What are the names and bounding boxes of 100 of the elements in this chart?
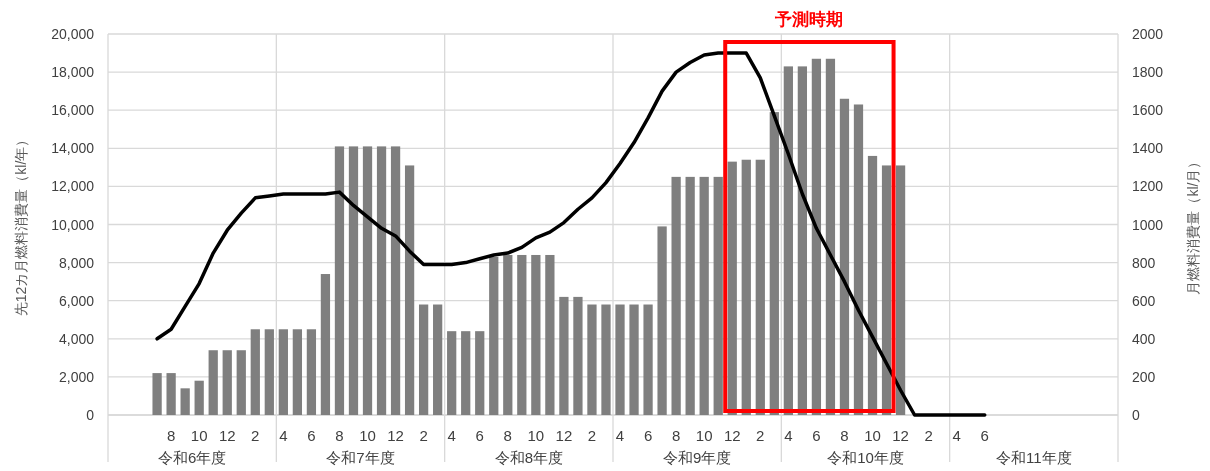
bar bbox=[236, 350, 246, 415]
y2-tick-label: 800 bbox=[1132, 254, 1156, 271]
x-tick-label: 4 bbox=[784, 427, 793, 444]
bar bbox=[755, 159, 765, 415]
x-tick-label: 6 bbox=[812, 427, 821, 444]
x-tick-label: 12 bbox=[723, 427, 741, 444]
bar bbox=[685, 176, 695, 415]
x-tick-label: 8 bbox=[166, 427, 176, 444]
x-tick-label: 10 bbox=[359, 427, 376, 444]
bar bbox=[615, 304, 625, 415]
bar bbox=[461, 331, 471, 415]
y2-tick-label: 200 bbox=[1132, 368, 1156, 385]
bar bbox=[629, 304, 639, 415]
bar bbox=[713, 176, 723, 415]
y-tick-label: 8,000 bbox=[58, 254, 95, 271]
x-tick-label: 2 bbox=[419, 427, 428, 444]
bar bbox=[573, 296, 583, 415]
x-tick-label: 10 bbox=[190, 427, 208, 444]
y2-tick-label: 2000 bbox=[1132, 26, 1164, 42]
bar bbox=[390, 146, 401, 415]
y2-tick-label: 1800 bbox=[1132, 64, 1164, 81]
x-tick-label: 4 bbox=[279, 427, 288, 444]
x-tick-label: 12 bbox=[555, 427, 573, 444]
bar bbox=[853, 104, 864, 415]
x-tick-label: 10 bbox=[695, 427, 713, 444]
y-tick-label: 20,000 bbox=[51, 26, 95, 42]
bar bbox=[727, 161, 737, 415]
y-tick-label: 14,000 bbox=[51, 140, 95, 157]
y2-tick-label: 1600 bbox=[1132, 102, 1164, 119]
bar bbox=[306, 329, 317, 415]
x-tick-label: 6 bbox=[980, 427, 989, 444]
y-tick-label: 16,000 bbox=[51, 102, 95, 119]
bar bbox=[433, 304, 443, 415]
y-tick-label: 18,000 bbox=[51, 64, 95, 81]
bar bbox=[657, 226, 667, 415]
bar bbox=[741, 159, 751, 415]
y2-tick-label: 1400 bbox=[1132, 140, 1164, 157]
bar bbox=[699, 176, 709, 415]
bar bbox=[769, 112, 779, 415]
bar bbox=[222, 350, 232, 415]
bar bbox=[419, 304, 429, 415]
y2-tick-label: 600 bbox=[1132, 292, 1156, 309]
x-tick-label: 2 bbox=[924, 427, 933, 444]
text: 令和7年度 bbox=[326, 449, 395, 466]
bar bbox=[334, 146, 345, 415]
x-tick-label: 8 bbox=[840, 427, 849, 444]
bar bbox=[489, 256, 499, 415]
text: 令和8年度 bbox=[494, 449, 564, 466]
bar bbox=[180, 388, 190, 415]
x-tick-label: 4 bbox=[447, 427, 456, 444]
x-tick-label: 12 bbox=[218, 427, 236, 444]
bar bbox=[895, 165, 906, 415]
y2-tick-label: 1000 bbox=[1132, 216, 1164, 233]
bar bbox=[671, 176, 681, 415]
bar bbox=[166, 373, 176, 415]
bar bbox=[348, 146, 359, 415]
x-tick-label: 4 bbox=[615, 427, 625, 444]
x-tick-label: 2 bbox=[756, 427, 765, 444]
x-tick-label: 8 bbox=[671, 427, 681, 444]
bar bbox=[152, 373, 162, 415]
text: 令和9年度 bbox=[662, 449, 732, 466]
bar bbox=[881, 165, 892, 415]
bar bbox=[250, 329, 260, 415]
x-tick-label: 10 bbox=[527, 427, 545, 444]
bar bbox=[587, 304, 597, 415]
bar bbox=[404, 165, 415, 415]
text: 令和6年度 bbox=[157, 449, 227, 466]
x-tick-label: 10 bbox=[864, 427, 881, 444]
bar bbox=[278, 329, 288, 415]
bar bbox=[447, 331, 457, 415]
bar bbox=[376, 146, 387, 415]
y-tick-label: 2,000 bbox=[58, 368, 95, 385]
text: 令和10年度 bbox=[827, 449, 904, 466]
x-tick-label: 4 bbox=[952, 427, 961, 444]
x-tick-label: 6 bbox=[307, 427, 316, 444]
x-tick-label: 6 bbox=[475, 427, 484, 444]
text: 令和11年度 bbox=[996, 449, 1072, 466]
y2-tick-label: 1200 bbox=[1132, 178, 1164, 195]
bar bbox=[825, 58, 836, 415]
bar bbox=[811, 58, 822, 415]
bar bbox=[783, 66, 793, 415]
bar bbox=[503, 254, 513, 415]
bar bbox=[292, 329, 302, 415]
bar bbox=[362, 146, 373, 415]
x-tick-label: 12 bbox=[387, 427, 404, 444]
bar bbox=[643, 304, 653, 415]
x-tick-label: 2 bbox=[251, 427, 260, 444]
y2-tick-label: 400 bbox=[1132, 330, 1156, 347]
line-series bbox=[155, 51, 987, 417]
bar bbox=[517, 254, 527, 415]
bar bbox=[559, 296, 569, 415]
y-tick-label: 12,000 bbox=[51, 178, 95, 195]
y2-axis-title: 月燃料消費量（kl/月） bbox=[1185, 154, 1201, 295]
y2-tick-label: 0 bbox=[1132, 407, 1140, 423]
x-tick-label: 12 bbox=[892, 427, 909, 444]
bar bbox=[797, 66, 807, 415]
y-tick-label: 4,000 bbox=[58, 330, 95, 347]
bar bbox=[475, 331, 485, 415]
x-tick-label: 8 bbox=[335, 427, 344, 444]
bar bbox=[601, 304, 611, 415]
